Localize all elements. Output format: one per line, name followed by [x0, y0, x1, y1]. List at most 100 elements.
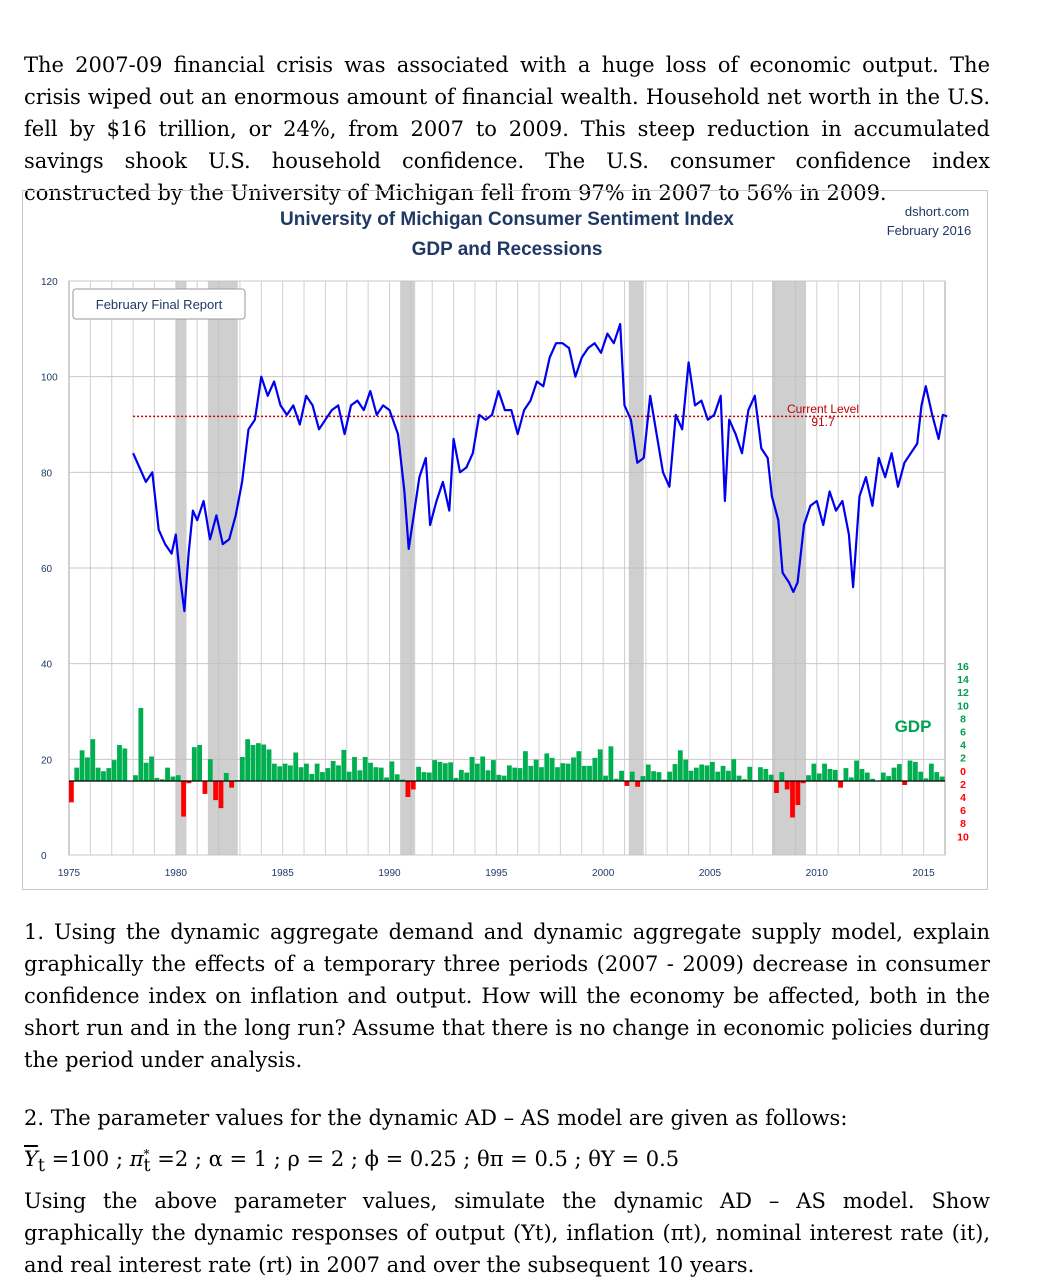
gdp-bar: [111, 760, 117, 781]
gdp-bar: [886, 776, 892, 781]
gdp-bar: [736, 775, 742, 781]
gdp-bar: [261, 744, 267, 781]
question-1: 1. Using the dynamic aggregate demand an…: [24, 920, 990, 1072]
gdp-bar: [282, 763, 288, 781]
gdp-bar: [923, 778, 929, 781]
recession-band: [628, 281, 644, 855]
gdp-bar: [400, 779, 405, 781]
sentiment-chart: 120 100 80 60 40 20 0 1975 1980 1985 1990 1995 2000 2…: [22, 190, 988, 890]
gdp-bar: [859, 768, 865, 781]
gdp-bar: [677, 750, 683, 781]
gdp-bar: [405, 781, 411, 798]
gdp-bar: [346, 771, 352, 781]
gdp-bar: [747, 766, 753, 781]
gdp-bar: [143, 762, 149, 781]
sentiment-series: [132, 322, 950, 613]
gdp-bar: [838, 781, 843, 788]
gdp-bar: [533, 759, 539, 781]
gdp-tick-label: 10: [957, 700, 969, 712]
gdp-bar: [474, 763, 480, 781]
gdp-bar: [758, 767, 763, 781]
recession-band: [207, 281, 238, 855]
gdp-bar: [277, 766, 283, 781]
gdp-bar: [437, 761, 443, 781]
gdp-bar: [117, 744, 122, 781]
gdp-bar: [832, 769, 838, 781]
chart-date: February 2016: [887, 223, 972, 238]
current-level-value: 91.7: [811, 415, 835, 429]
y-tick-label: 40: [41, 660, 53, 671]
gdp-bar: [154, 777, 160, 781]
gdp-bar: [95, 767, 101, 781]
gdp-bar: [645, 764, 651, 781]
gdp-bar: [640, 776, 646, 781]
question-2-heading: 2. The parameter values for the dynamic …: [24, 1106, 848, 1130]
gdp-bar: [90, 739, 96, 781]
gdp-bar: [421, 772, 427, 781]
gdp-bar: [720, 765, 726, 781]
gdp-bar: [159, 779, 165, 781]
gdp-bar: [768, 774, 774, 781]
gdp-bar: [293, 752, 299, 781]
gdp-bar: [352, 756, 357, 781]
gdp-bar: [827, 768, 833, 781]
gdp-bar: [394, 774, 400, 781]
gdp-bar: [453, 777, 459, 781]
gdp-bar: [731, 759, 737, 781]
gdp-bar: [357, 770, 363, 781]
gdp-tick-label: 8: [960, 818, 966, 830]
gdp-bar: [223, 772, 229, 781]
gdp-bar: [613, 778, 619, 781]
gdp-bar: [656, 772, 662, 781]
gdp-bar: [603, 775, 608, 781]
gdp-bar: [85, 757, 90, 781]
x-tick-label: 2010: [806, 868, 829, 879]
gdp-tick-label: 8: [960, 713, 966, 725]
gdp-bar: [806, 775, 811, 781]
gdp-bar: [880, 772, 886, 781]
recession-band: [771, 281, 807, 855]
gdp-bar: [336, 765, 341, 781]
gdp-bar: [101, 771, 106, 781]
gdp-bar: [384, 777, 389, 781]
gdp-bar: [795, 781, 801, 806]
gdp-bar: [69, 781, 74, 803]
gdp-bar: [854, 760, 860, 781]
gdp-bar: [448, 762, 454, 781]
gdp-bar: [571, 757, 576, 781]
gdp-bar: [587, 765, 592, 781]
y-tick-label: 100: [41, 373, 58, 384]
gdp-bar: [902, 781, 908, 786]
x-tick-label: 2015: [913, 868, 936, 879]
gdp-bar: [597, 749, 603, 781]
gdp-bar: [197, 744, 203, 781]
gdp-bar: [288, 765, 293, 781]
gdp-bar: [512, 767, 518, 781]
pi-star-superscript: *: [143, 1147, 150, 1161]
gdp-bar: [742, 779, 747, 781]
gdp-bar: [811, 763, 817, 781]
gdp-bar: [555, 767, 560, 781]
gdp-bar: [309, 773, 315, 781]
gdp-tick-label: 2: [960, 779, 966, 791]
y-tick-label: 60: [41, 564, 53, 575]
gdp-bar: [255, 743, 261, 781]
gdp-bar: [458, 769, 464, 781]
y-tick-label: 0: [41, 851, 47, 862]
gdp-bar: [464, 772, 470, 781]
chart-title: University of Michigan Consumer Sentimen…: [280, 209, 734, 230]
gdp-bar: [229, 781, 235, 788]
gdp-tick-label: 16: [957, 661, 969, 673]
gdp-bar: [928, 763, 934, 781]
gdp-bar: [122, 748, 128, 781]
gdp-bar: [320, 772, 325, 781]
gdp-bar: [490, 760, 496, 781]
gdp-bar: [191, 747, 197, 781]
intro-paragraph: The 2007-09 financial crisis was associa…: [24, 53, 990, 205]
gdp-bar: [848, 777, 854, 781]
gdp-tick-label: 4: [960, 740, 966, 752]
x-tick-label: 1980: [165, 868, 188, 879]
gdp-bar: [619, 770, 624, 781]
